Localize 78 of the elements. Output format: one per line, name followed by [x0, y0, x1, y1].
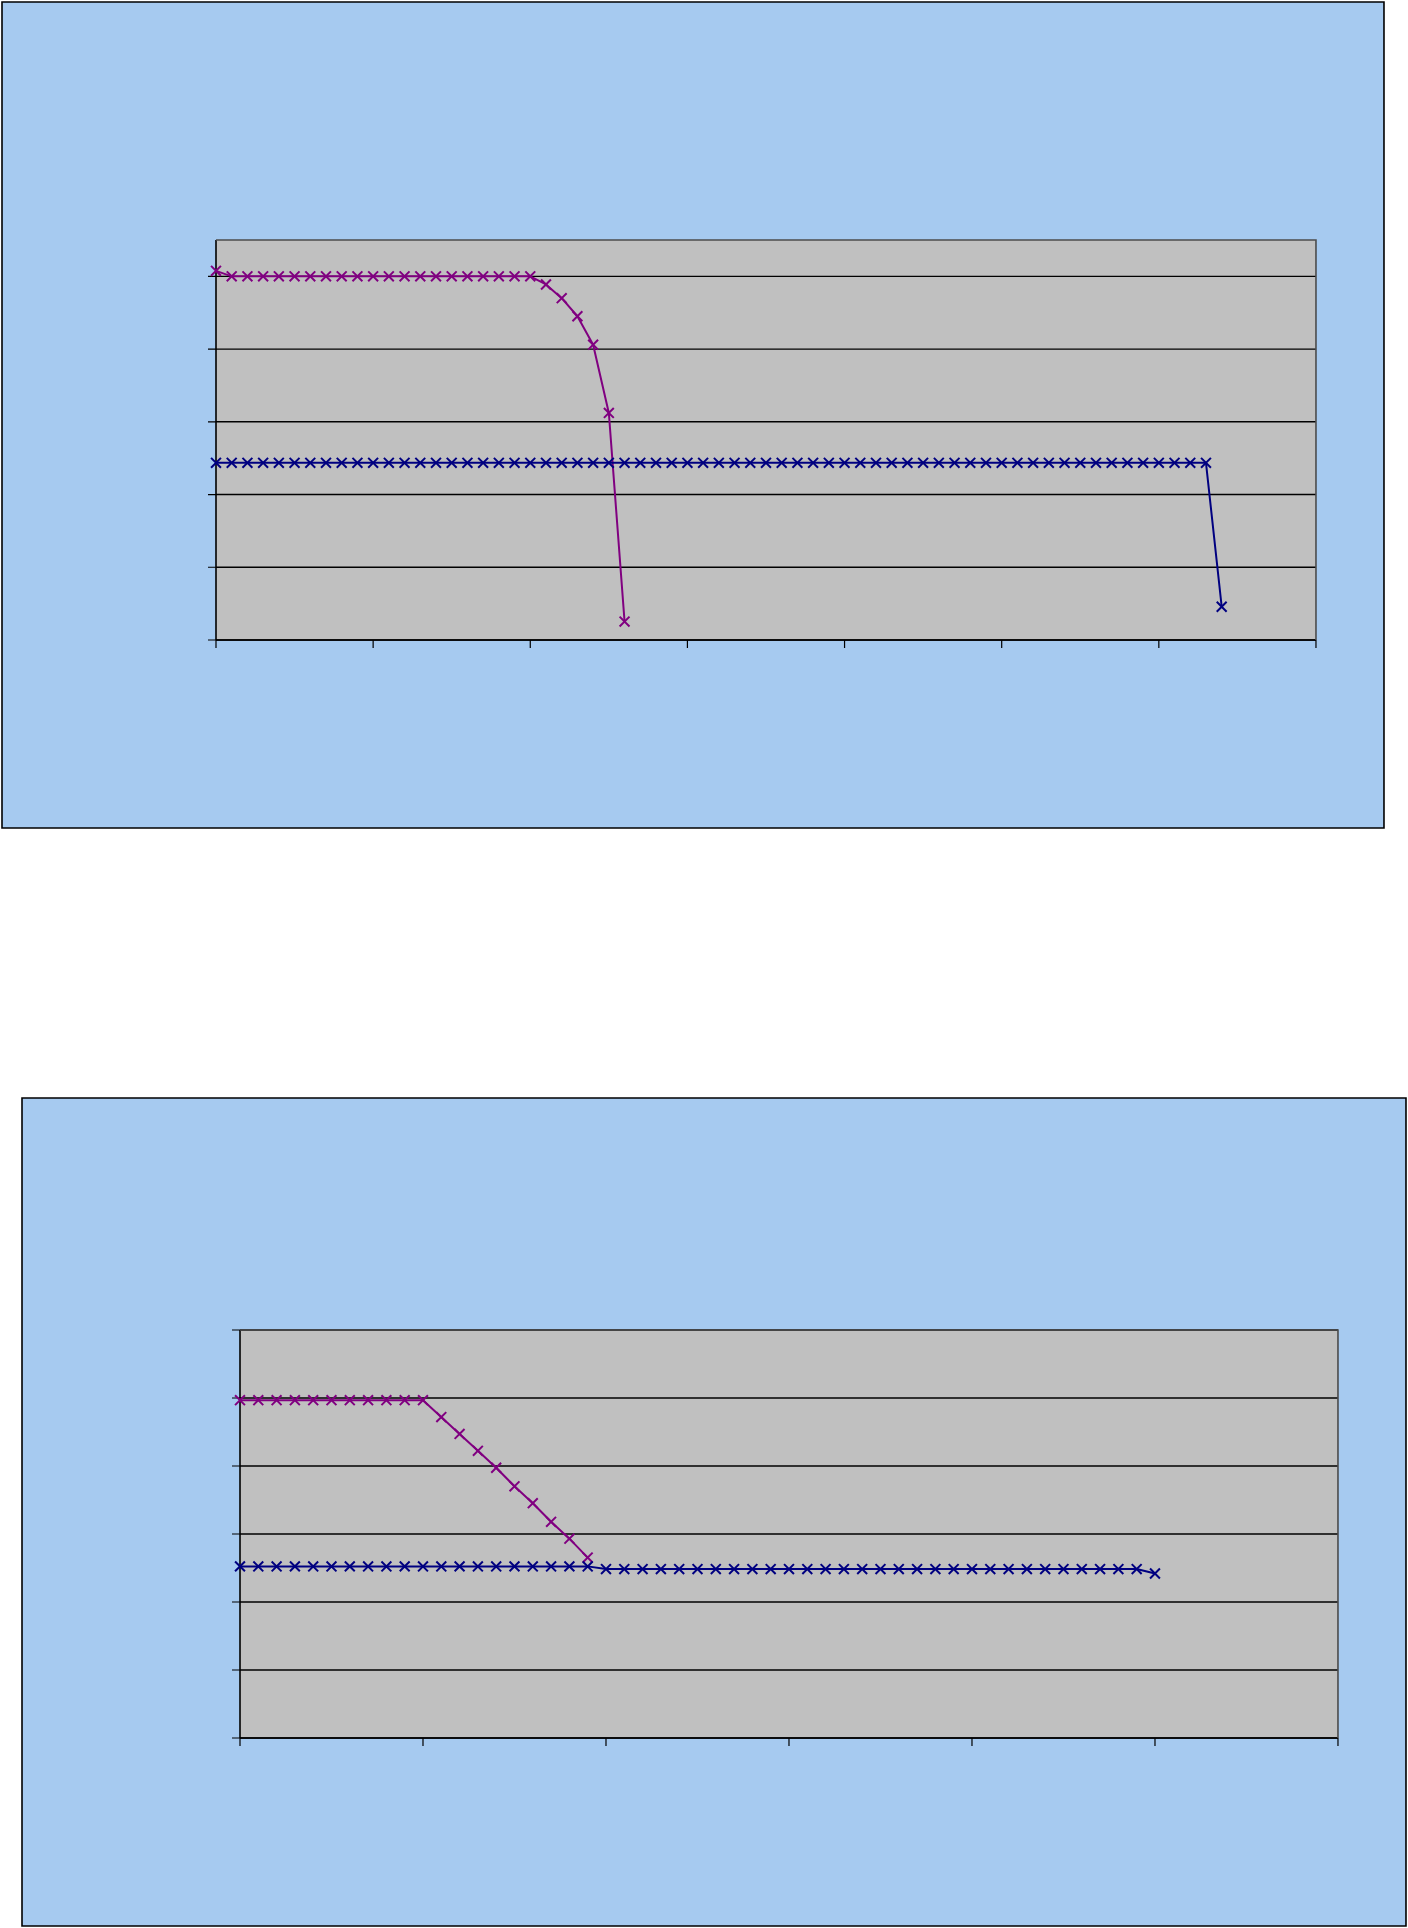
- point: [307, 1394, 320, 1407]
- point: [636, 1563, 649, 1576]
- point: [1149, 1567, 1161, 1580]
- point: [417, 1394, 429, 1407]
- point: [435, 1560, 448, 1573]
- point: [1039, 1563, 1052, 1576]
- point: [837, 1563, 850, 1576]
- point: [490, 1461, 503, 1474]
- point: [471, 1560, 484, 1573]
- point: [343, 1560, 356, 1573]
- point: [1094, 1563, 1107, 1576]
- point: [526, 1560, 539, 1573]
- point: [581, 1551, 594, 1564]
- point: [571, 310, 584, 323]
- point: [270, 1394, 283, 1407]
- point: [764, 1563, 777, 1576]
- point: [947, 1563, 960, 1576]
- point: [380, 1560, 393, 1573]
- point: [911, 1563, 924, 1576]
- point: [856, 1563, 869, 1576]
- point: [343, 1394, 356, 1407]
- point: [618, 1563, 631, 1576]
- point: [892, 1563, 905, 1576]
- point: [252, 1560, 265, 1573]
- point: [398, 1394, 411, 1407]
- point: [307, 1560, 320, 1573]
- point: [555, 292, 568, 305]
- point: [210, 264, 222, 277]
- point: [966, 1563, 978, 1576]
- point: [728, 1563, 741, 1576]
- point: [563, 1560, 576, 1573]
- point: [1020, 1563, 1033, 1576]
- point: [746, 1563, 759, 1576]
- point: [691, 1563, 704, 1576]
- point: [471, 1444, 484, 1457]
- point: [508, 1560, 521, 1573]
- point: [526, 1497, 539, 1510]
- point: [984, 1563, 997, 1576]
- point: [1002, 1563, 1015, 1576]
- point: [1075, 1563, 1088, 1576]
- point: [234, 1560, 246, 1573]
- point: [581, 1560, 594, 1573]
- point: [654, 1563, 667, 1576]
- point: [398, 1560, 411, 1573]
- point: [490, 1560, 503, 1573]
- point: [362, 1560, 375, 1573]
- point: [545, 1560, 558, 1573]
- point: [252, 1394, 265, 1407]
- point: [508, 1480, 521, 1493]
- point: [1130, 1563, 1143, 1576]
- point: [545, 1515, 558, 1528]
- point: [874, 1563, 887, 1576]
- point: [540, 278, 552, 291]
- point: [234, 1394, 246, 1407]
- point: [673, 1563, 686, 1576]
- point: [417, 1560, 429, 1573]
- point: [618, 615, 631, 628]
- point: [288, 1560, 301, 1573]
- point: [563, 1532, 576, 1545]
- point: [819, 1563, 832, 1576]
- point: [453, 1428, 466, 1440]
- point: [602, 407, 615, 419]
- point: [362, 1394, 375, 1407]
- point: [783, 1563, 795, 1576]
- point: [587, 338, 600, 351]
- point: [929, 1563, 942, 1576]
- point: [325, 1394, 338, 1407]
- point: [600, 1563, 612, 1576]
- point: [453, 1560, 466, 1573]
- point: [709, 1563, 722, 1576]
- point: [435, 1411, 448, 1424]
- point: [288, 1394, 301, 1407]
- point: [380, 1394, 393, 1407]
- point: [325, 1560, 338, 1573]
- point: [801, 1563, 814, 1576]
- point: [270, 1560, 283, 1573]
- point: [1112, 1563, 1125, 1576]
- point: [1057, 1563, 1070, 1576]
